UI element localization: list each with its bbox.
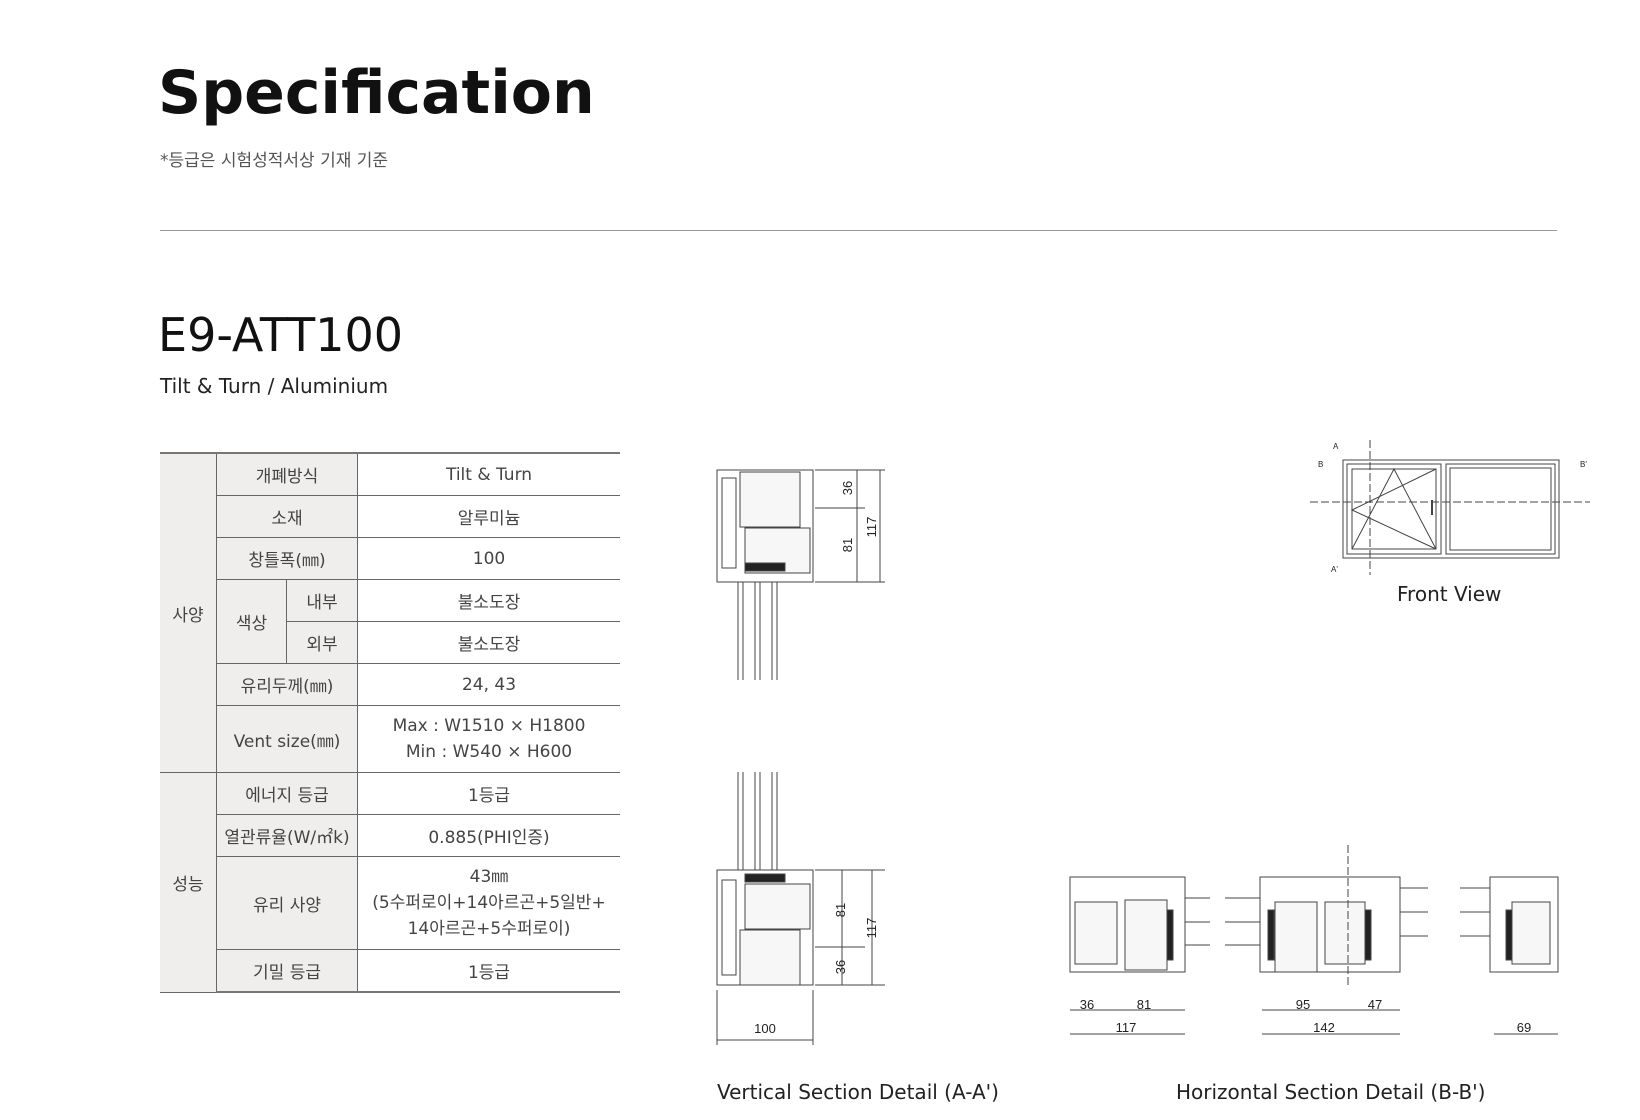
dim-label: 81	[1137, 997, 1151, 1012]
row-sublabel: 외부	[286, 621, 358, 664]
row-label: 에너지 등급	[216, 772, 358, 815]
glass-thickness: 43㎜	[469, 867, 509, 887]
row-label: 유리두께(㎜)	[216, 663, 358, 706]
row-value: 불소도장	[357, 621, 620, 664]
dim-label: 81	[840, 538, 855, 552]
front-view-caption: Front View	[1397, 582, 1502, 606]
dim-label: 142	[1313, 1020, 1335, 1035]
row-label: Vent size(㎜)	[216, 705, 358, 773]
section-label: A	[1333, 442, 1339, 451]
row-value: 100	[357, 537, 620, 580]
row-value: 0.885(PHI인증)	[357, 814, 620, 857]
dim-label: 117	[1116, 1020, 1137, 1035]
grade-note: *등급은 시험성적서상 기재 기준	[160, 151, 389, 171]
dim-label: 117	[864, 918, 879, 939]
row-value: 불소도장	[357, 579, 620, 622]
horizontal-section-caption: Horizontal Section Detail (B-B')	[1176, 1080, 1486, 1104]
row-label: 기밀 등급	[216, 949, 358, 993]
dim-label: 100	[754, 1021, 776, 1036]
dim-label: 47	[1368, 997, 1382, 1012]
section-label: B	[1318, 460, 1323, 469]
model-name: E9-ATT100	[158, 308, 404, 362]
dim-label: 36	[833, 960, 848, 974]
vent-min: Min : W540 × H600	[405, 742, 573, 762]
dim-label: 36	[840, 481, 855, 495]
row-label: 개폐방식	[216, 452, 358, 496]
row-label: 유리 사양	[216, 856, 358, 950]
glass-composition-1: (5수퍼로이+14아르곤+5일반+	[372, 893, 606, 913]
row-value: 43㎜ (5수퍼로이+14아르곤+5일반+ 14아르곤+5수퍼로이)	[357, 856, 620, 950]
row-value: 24, 43	[357, 663, 620, 706]
dim-label: 69	[1517, 1020, 1531, 1035]
section-label: A'	[1331, 565, 1338, 574]
vertical-section-bottom	[716, 772, 885, 1045]
row-label: 소재	[216, 495, 358, 538]
page-title: Specification	[158, 58, 595, 128]
row-label: 창틀폭(㎜)	[216, 537, 358, 580]
dim-label: 81	[833, 903, 848, 917]
horizontal-section-drawing	[1069, 845, 1559, 1035]
group-spec: 사양	[160, 452, 217, 773]
divider	[160, 230, 1557, 231]
group-performance: 성능	[160, 772, 217, 993]
row-value: 1등급	[357, 949, 620, 993]
row-value: Tilt & Turn	[357, 452, 620, 496]
front-view-drawing	[1310, 440, 1590, 575]
dim-label: 95	[1296, 997, 1310, 1012]
row-sublabel: 내부	[286, 579, 358, 622]
row-value: Max : W1510 × H1800 Min : W540 × H600	[357, 705, 620, 773]
dim-label: 117	[864, 517, 879, 538]
row-label: 열관류율(W/㎡k)	[216, 814, 358, 857]
section-label: B'	[1580, 460, 1587, 469]
glass-composition-2: 14아르곤+5수퍼로이)	[407, 919, 571, 939]
vent-max: Max : W1510 × H1800	[392, 716, 586, 736]
vertical-section-top	[716, 469, 885, 680]
row-value: 1등급	[357, 772, 620, 815]
row-value: 알루미늄	[357, 495, 620, 538]
model-subtitle: Tilt & Turn / Aluminium	[160, 374, 389, 398]
row-label: 색상	[216, 579, 287, 664]
vertical-section-caption: Vertical Section Detail (A-A')	[717, 1080, 999, 1104]
spec-table: 사양 개폐방식 Tilt & Turn 소재 알루미늄 창틀폭(㎜) 100 색상 …	[160, 452, 620, 993]
dim-label: 36	[1080, 997, 1094, 1012]
